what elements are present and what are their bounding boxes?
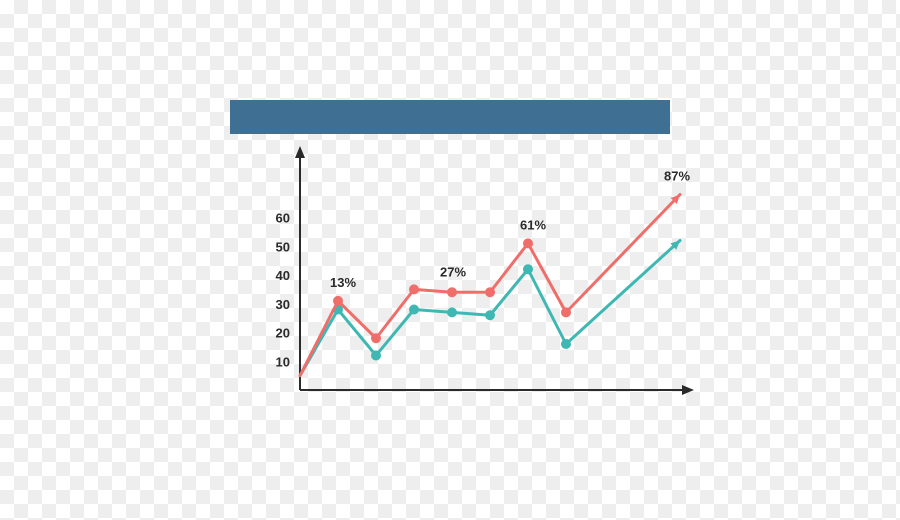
y-tick-label: 10 [276,354,290,369]
y-tick-label: 20 [276,326,290,341]
y-tick-label: 40 [276,268,290,283]
teal-line-marker [561,339,571,349]
coral-line-marker [523,238,533,248]
coral-line-marker [371,333,381,343]
teal-line-marker [371,351,381,361]
y-tick-label: 30 [276,297,290,312]
teal-line [300,241,680,376]
annotation-label: 87% [664,169,690,184]
annotation-label: 27% [440,264,466,279]
y-axis-arrow [295,146,305,158]
coral-line-marker [561,307,571,317]
annotation-label: 61% [520,217,546,232]
coral-line-marker [333,296,343,306]
x-axis-arrow [682,385,694,395]
teal-line-marker [485,310,495,320]
coral-line [300,195,680,376]
coral-line-marker [485,287,495,297]
y-tick-label: 60 [276,211,290,226]
coral-line-marker [447,287,457,297]
teal-line-marker [523,264,533,274]
annotation-label: 13% [330,275,356,290]
line-chart: 10 20 30 40 50 60 13% 27% 61% 87% [0,0,900,520]
teal-line-marker [409,305,419,315]
y-tick-label: 50 [276,239,290,254]
coral-line-marker [409,284,419,294]
teal-line-marker [447,307,457,317]
